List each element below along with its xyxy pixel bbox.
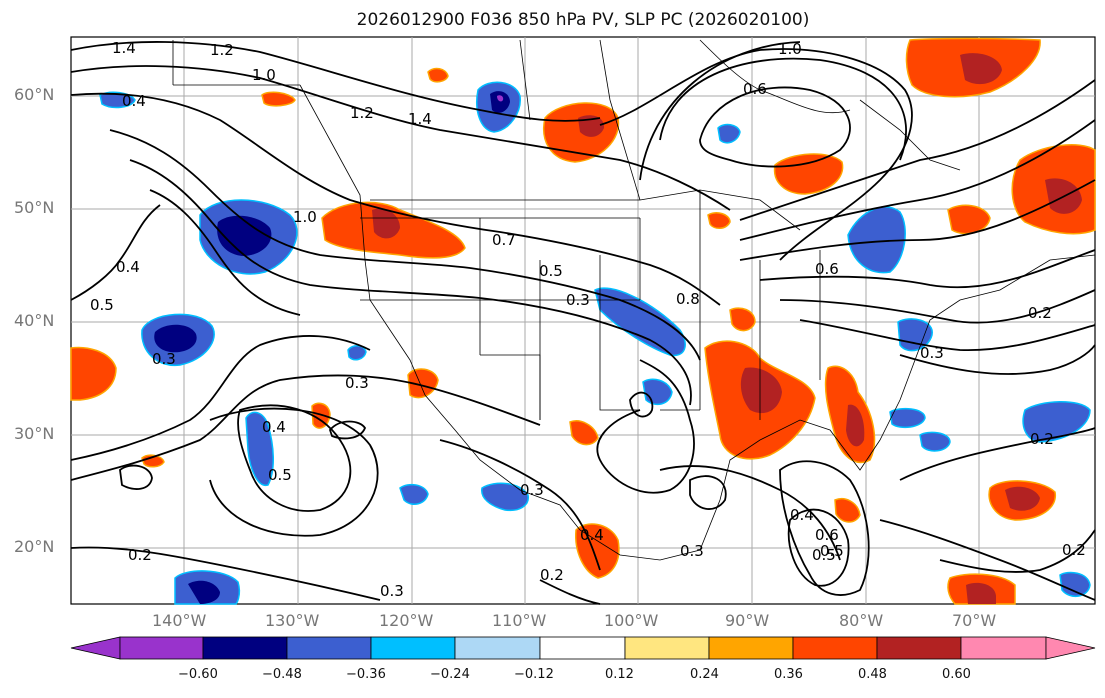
contour-label: 0.7 <box>492 231 516 249</box>
contour-label: 0.2 <box>1062 541 1086 559</box>
contour-label: 1.0 <box>252 66 276 84</box>
lon-label: 120°W <box>379 611 434 630</box>
coastlines <box>172 39 1096 561</box>
contour-label: 0.2 <box>1030 430 1054 448</box>
contour-label: 0.5 <box>90 296 114 314</box>
colorbar-tick-label: −0.36 <box>346 667 386 682</box>
colorbar-tick-label: 0.48 <box>858 667 887 682</box>
contour-label: 0.3 <box>345 374 369 392</box>
colorbar-tick-label: −0.24 <box>430 667 470 682</box>
contour-label: 0.5 <box>539 262 563 280</box>
contour-label: 0.2 <box>1028 304 1052 322</box>
lat-label: 40°N <box>14 311 55 330</box>
contour-label: 1.0 <box>778 40 802 58</box>
contour-label: 1.4 <box>408 110 432 128</box>
lon-label: 70°W <box>952 611 997 630</box>
lon-label: 100°W <box>604 611 659 630</box>
contour-label: 0.3 <box>566 291 590 309</box>
lon-label: 140°W <box>152 611 207 630</box>
colorbar-tick-label: 0.36 <box>774 667 803 682</box>
lon-label: 90°W <box>725 611 770 630</box>
lat-label: 20°N <box>14 537 55 556</box>
colorbar-tick-label: 0.24 <box>690 667 719 682</box>
lat-label: 30°N <box>14 424 55 443</box>
contour-label: 1.0 <box>293 208 317 226</box>
contour-label: 0.2 <box>540 566 564 584</box>
contour-labels: 1.4 1.2 1.0 1.4 1.2 0.4 1.0 0.6 1.0 0.5 … <box>90 39 1086 600</box>
contour-label: 0.3 <box>152 350 176 368</box>
plot-title: 2026012900 F036 850 hPa PV, SLP PC (2026… <box>356 10 810 30</box>
contour-label: 1.4 <box>112 39 136 57</box>
colorbar-tick-label: −0.60 <box>178 667 218 682</box>
contour-label: 0.4 <box>116 258 140 276</box>
contour-label: 1.2 <box>350 104 374 122</box>
contour-label: 0.6 <box>815 526 839 544</box>
colorbar-tick-label: 0.60 <box>942 667 971 682</box>
contour-label: 0.4 <box>262 418 286 436</box>
contour-label: 0.3 <box>380 582 404 600</box>
lon-label: 130°W <box>265 611 320 630</box>
contour-label: 1.2 <box>210 41 234 59</box>
colorbar-extend-min <box>70 636 121 660</box>
contour-label: 0.4 <box>580 526 604 544</box>
contour-label: 0.3 <box>680 542 704 560</box>
contour-label: 0.5 <box>820 542 844 560</box>
map-frame <box>70 36 1096 605</box>
lat-label: 60°N <box>14 85 55 104</box>
contour-label: 0.5 <box>812 546 836 564</box>
colorbar-tick-label: 0.12 <box>605 667 634 682</box>
lat-label: 50°N <box>14 198 55 217</box>
contour-label: 0.3 <box>920 344 944 362</box>
contour-label: 0.6 <box>815 260 839 278</box>
contour-label: 0.8 <box>676 290 700 308</box>
contour-label: 0.2 <box>128 546 152 564</box>
slp-contours <box>70 41 1096 605</box>
contour-label: 0.4 <box>790 506 814 524</box>
contour-label: 0.4 <box>122 92 146 110</box>
colorbar-tick-label: −0.12 <box>514 667 554 682</box>
lon-label: 110°W <box>492 611 547 630</box>
colorbar <box>70 636 1096 660</box>
colorbar-tick-label: −0.48 <box>262 667 302 682</box>
contour-label: 0.5 <box>268 466 292 484</box>
colorbar-extend-max <box>1045 636 1096 660</box>
lon-label: 80°W <box>839 611 884 630</box>
contour-label: 0.6 <box>743 80 767 98</box>
contour-label: 0.3 <box>520 481 544 499</box>
